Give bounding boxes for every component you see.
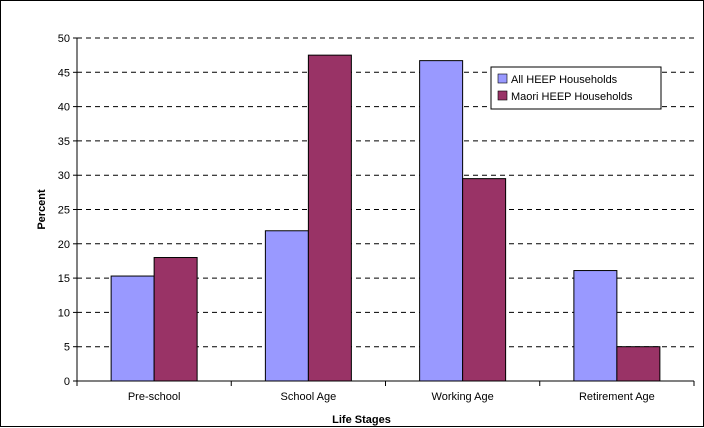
y-tick-label: 45 xyxy=(58,67,70,79)
y-tick-label: 15 xyxy=(58,273,70,285)
bar-all-heep-3 xyxy=(573,270,618,382)
y-tick-label: 0 xyxy=(64,376,70,388)
legend: All HEEP Households Maori HEEP Household… xyxy=(490,66,662,110)
bar-all-heep-2 xyxy=(419,60,464,382)
y-tick-label: 30 xyxy=(58,170,70,182)
y-tick-label: 25 xyxy=(58,205,70,217)
bar-maori-heep-1 xyxy=(307,54,352,382)
y-tick-labels: 0 5 10 15 20 25 30 35 40 45 50 xyxy=(58,33,77,388)
bar-all-heep-1 xyxy=(264,230,309,382)
legend-box xyxy=(490,66,662,110)
x-tick-label: School Age xyxy=(281,391,337,403)
x-axis-title: Life Stages xyxy=(332,414,391,426)
bar-all-heep-0 xyxy=(110,275,155,382)
legend-label-all-heep: All HEEP Households xyxy=(511,74,618,86)
y-tick-label: 20 xyxy=(58,239,70,251)
legend-swatch-maori-heep xyxy=(497,90,508,101)
bar-maori-heep-0 xyxy=(153,257,198,382)
x-tick-label: Working Age xyxy=(432,391,494,403)
legend-swatch-all-heep xyxy=(497,73,508,84)
y-tick-label: 40 xyxy=(58,102,70,114)
y-tick-label: 10 xyxy=(58,307,70,319)
bar-maori-heep-3 xyxy=(616,346,661,382)
y-tick-label: 50 xyxy=(58,33,70,45)
y-tick-label: 5 xyxy=(64,342,70,354)
x-tick-label: Pre-school xyxy=(128,391,181,403)
legend-label-maori-heep: Maori HEEP Households xyxy=(511,91,633,103)
x-tick-label: Retirement Age xyxy=(579,391,655,403)
y-axis-title: Percent xyxy=(36,189,48,230)
y-tick-label: 35 xyxy=(58,136,70,148)
bar-maori-heep-2 xyxy=(462,178,507,382)
x-tick-labels: Pre-school School Age Working Age Retiremen… xyxy=(76,381,695,403)
